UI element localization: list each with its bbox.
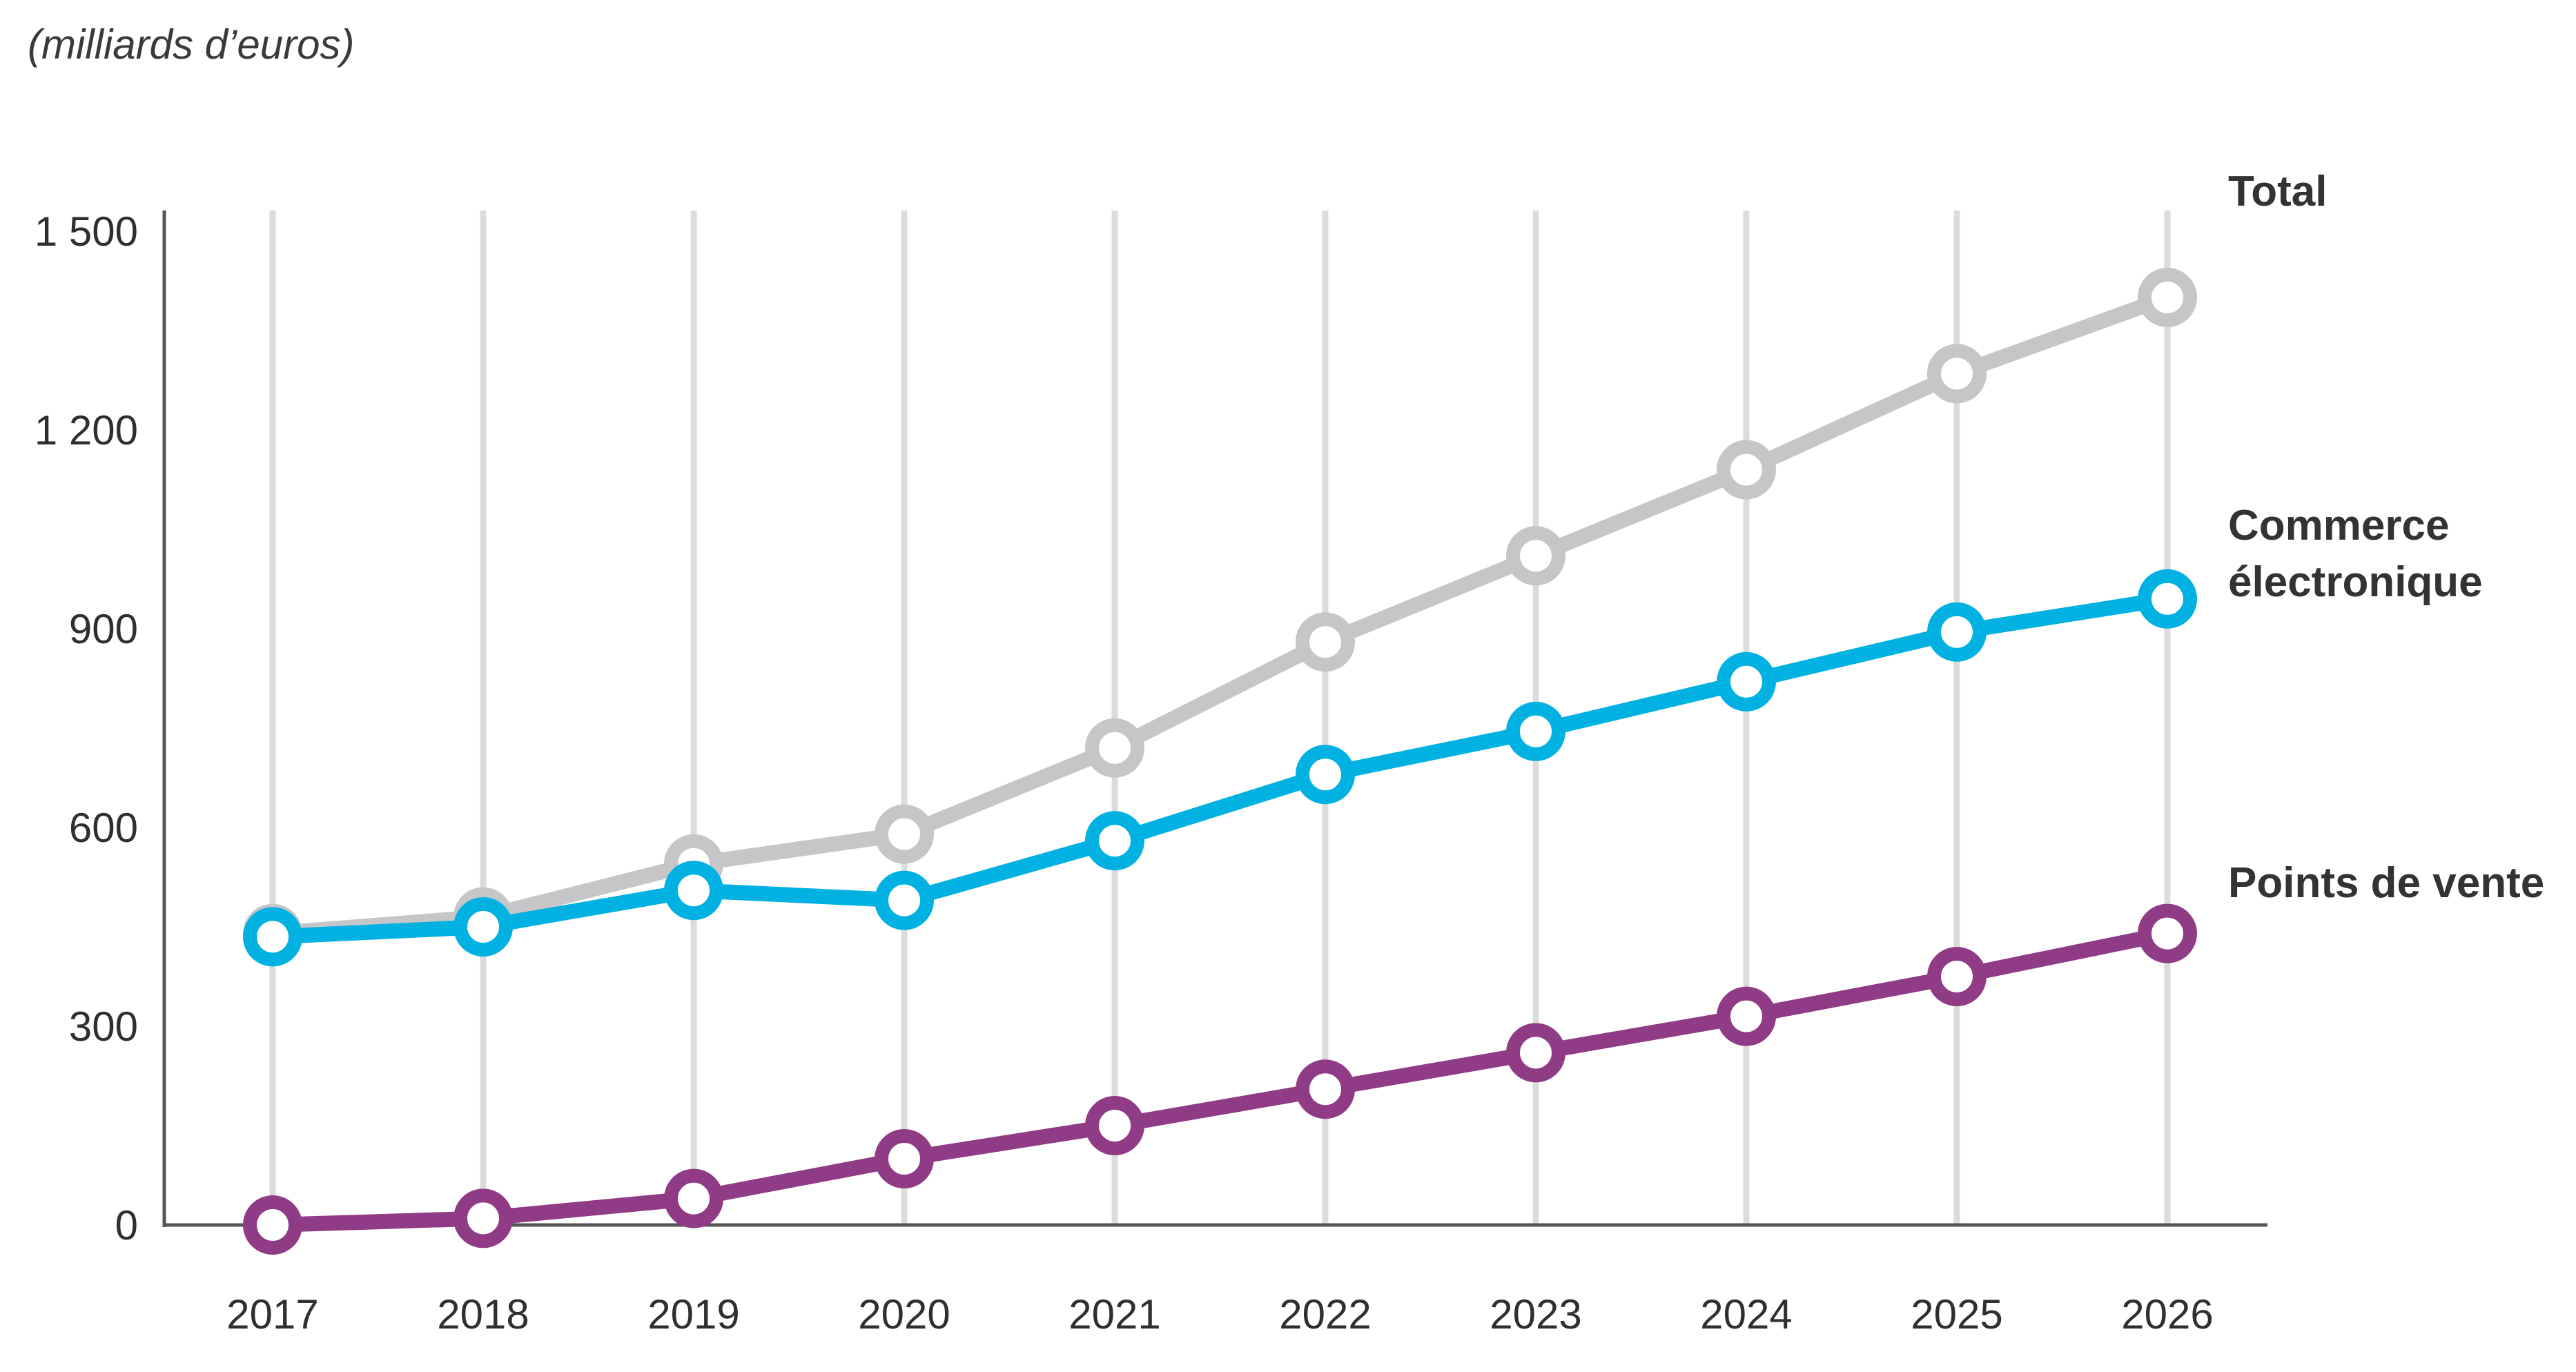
y-tick-label: 600 [69,805,138,851]
series-2 [243,903,2197,1255]
data-point-2-2021 [1085,1096,1144,1155]
series-labels: Total Commerce électronique Points de vente [2228,168,2544,907]
data-point-2-2020 [875,1129,934,1188]
series-group [243,268,2197,1255]
series-0 [243,268,2197,963]
data-point-0-2026 [2138,268,2197,327]
data-point-2-2023 [1506,1023,1565,1083]
data-point-1-2022 [1296,745,1355,805]
series-line-1 [265,591,2175,945]
x-tick-labels: 2017 2018 2019 2020 2021 2022 2023 2024 2025 2026 [226,1291,2213,1337]
y-tick-labels: 0 300 600 900 1 200 1 500 [35,208,138,1248]
x-tick-label-2018: 2018 [437,1291,529,1337]
y-tick-label: 1 200 [35,407,138,453]
data-point-2-2026 [2138,903,2197,963]
x-tick-label-2023: 2023 [1490,1291,1581,1337]
data-point-2-2022 [1296,1059,1355,1119]
x-tick-label-2022: 2022 [1279,1291,1371,1337]
x-tick-label-2024: 2024 [1700,1291,1792,1337]
series-label-2-line-0: Points de vente [2228,859,2544,907]
unit-label: (milliards d’euros) [28,21,354,68]
data-point-2-2019 [664,1168,723,1228]
data-point-1-2020 [875,870,934,930]
data-point-1-2018 [453,897,513,957]
x-tick-label-2017: 2017 [226,1291,318,1337]
series-1 [243,569,2197,967]
data-point-0-2025 [1927,344,1987,404]
data-point-1-2021 [1085,811,1144,871]
series-label-1-line-0: Commerce [2228,502,2449,549]
series-label-1-line-1: électronique [2228,558,2483,606]
data-point-0-2020 [875,804,934,864]
data-point-1-2023 [1506,701,1565,761]
x-tick-label-2026: 2026 [2121,1291,2213,1337]
vertical-gridlines [269,210,2171,1225]
data-point-2-2017 [243,1195,302,1255]
x-tick-label-2021: 2021 [1069,1291,1160,1337]
series-label-0-line-0: Total [2228,168,2328,215]
y-tick-label: 300 [69,1003,138,1050]
data-point-0-2024 [1717,440,1776,500]
x-tick-label-2025: 2025 [1911,1291,2002,1337]
y-tick-label: 0 [115,1202,138,1248]
data-point-2-2018 [453,1188,513,1248]
series-line-0 [265,290,2175,941]
data-point-1-2017 [243,907,302,967]
series-line-2 [265,925,2175,1233]
data-point-1-2019 [664,861,723,921]
data-point-0-2022 [1296,612,1355,672]
data-point-0-2023 [1506,526,1565,586]
axes [162,210,2267,1227]
data-point-1-2026 [2138,569,2197,629]
x-tick-label-2020: 2020 [858,1291,950,1337]
y-tick-label: 1 500 [35,208,138,255]
y-tick-label: 900 [69,606,138,652]
x-tick-label-2019: 2019 [647,1291,739,1337]
data-point-2-2024 [1717,986,1776,1046]
data-point-1-2024 [1717,651,1776,712]
data-point-1-2025 [1927,602,1987,662]
data-point-0-2021 [1085,718,1144,778]
data-point-2-2025 [1927,947,1987,1006]
